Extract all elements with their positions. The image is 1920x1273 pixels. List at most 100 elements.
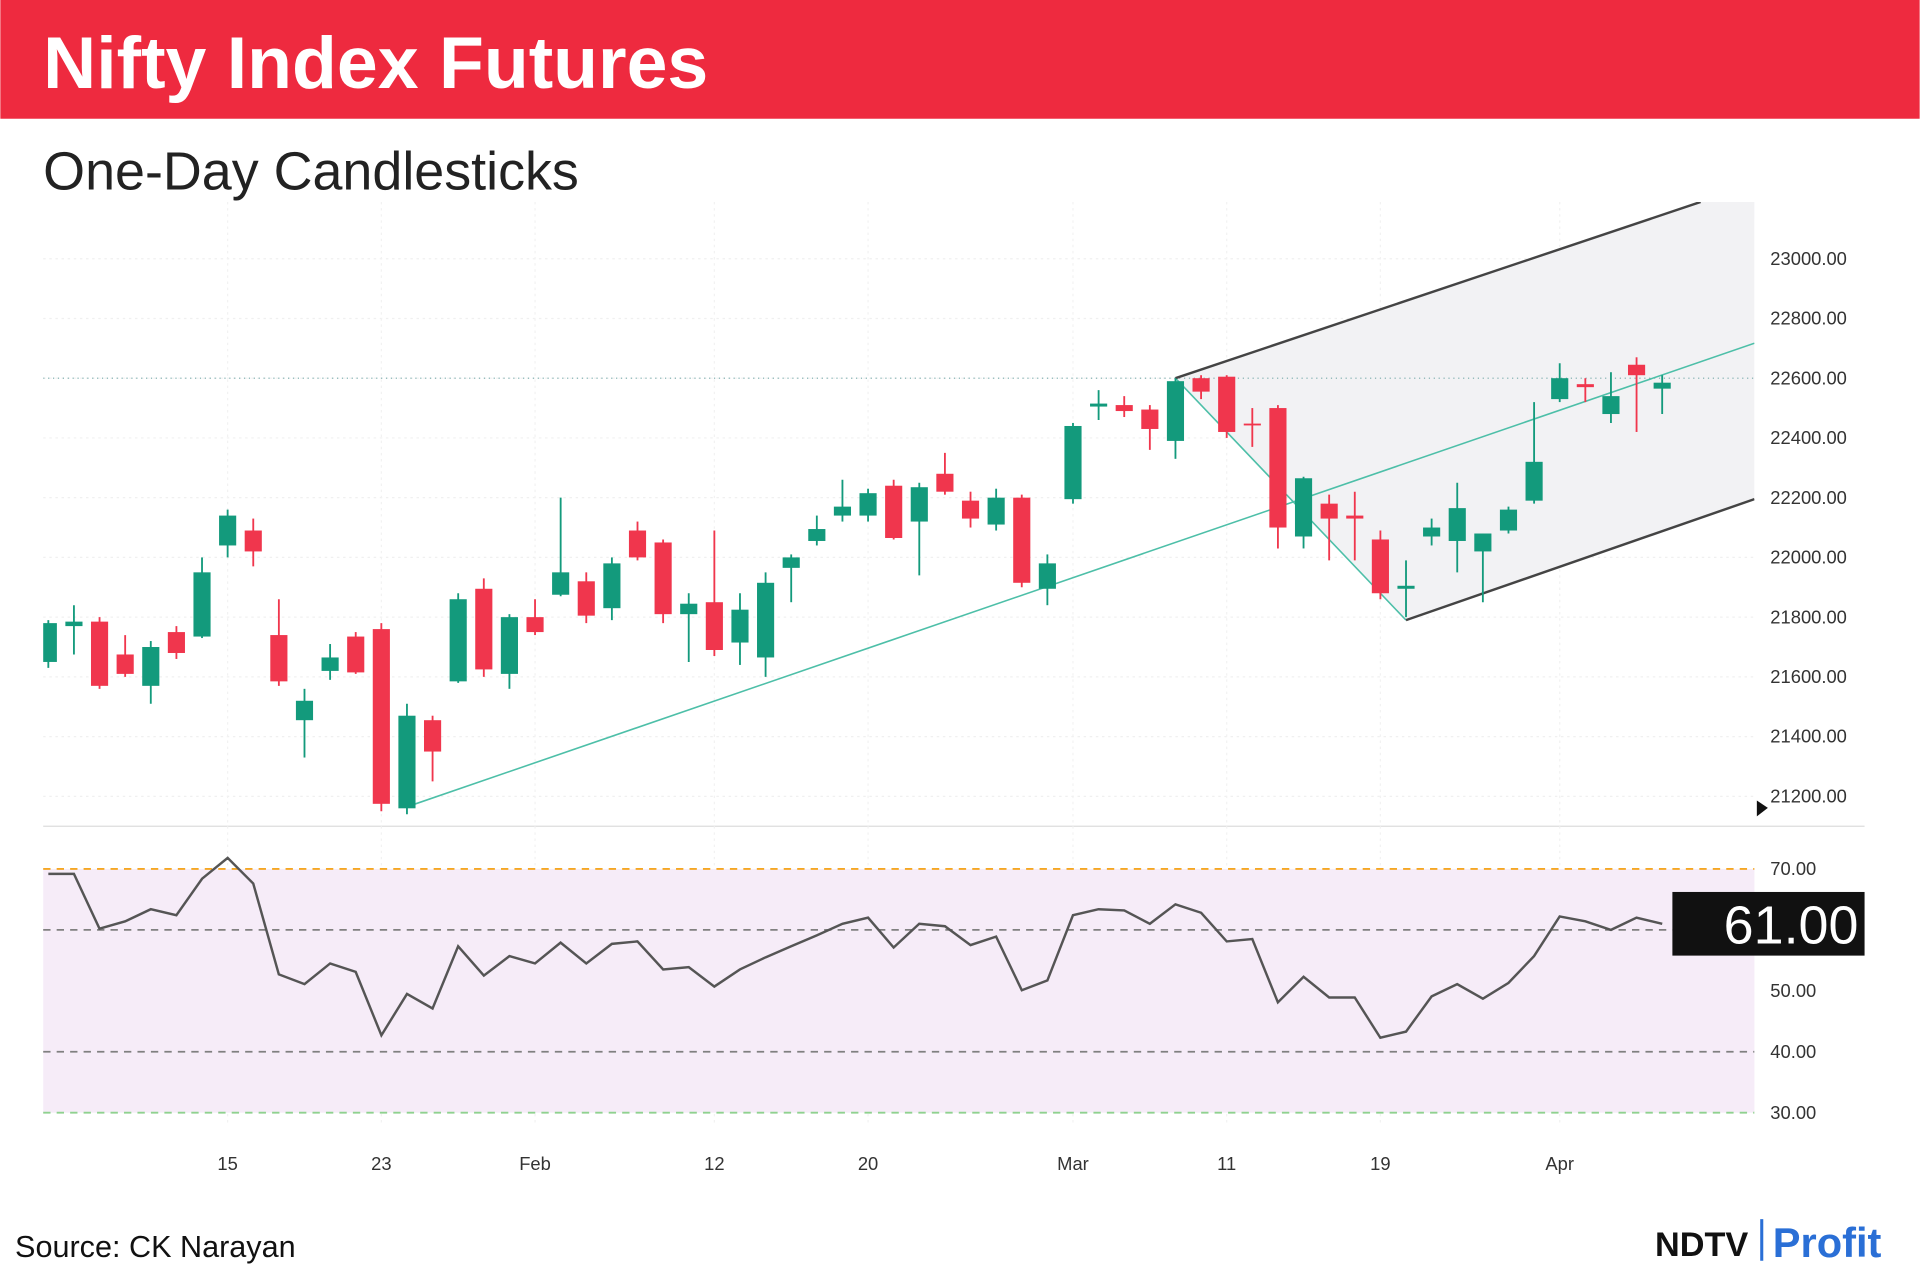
y-tick-label: 21200.00 [1770, 785, 1847, 806]
candle-body [1551, 378, 1569, 400]
x-tick-label: Apr [1545, 1153, 1574, 1174]
candle-body [116, 654, 134, 674]
candle-body [142, 647, 160, 686]
candle-body [885, 485, 903, 538]
value-label-box [1672, 891, 1865, 956]
plot-layer: 21200.00 21400.00 21600.00 21800.00 22000.00… [43, 201, 1865, 1174]
y-tick-label: 50.00 [1770, 980, 1816, 1001]
trend-line [1405, 498, 1755, 622]
candle-body [1064, 425, 1082, 500]
x-tick-label: Mar [1057, 1153, 1089, 1174]
y-tick-label: 23000.00 [1770, 248, 1847, 269]
candle-body [500, 617, 518, 674]
header-band [0, 0, 1920, 119]
candle-body [680, 603, 698, 615]
candle-body [1499, 509, 1518, 531]
candle-body [1038, 563, 1056, 589]
trend-line [406, 342, 1755, 808]
plot-clip [43, 201, 1755, 815]
channel-fill [1175, 201, 1755, 621]
candle-body [1090, 403, 1108, 407]
candle-body [1243, 423, 1261, 426]
x-tick-label: 20 [858, 1153, 878, 1174]
candle-body [90, 621, 109, 686]
candle-body [552, 572, 570, 595]
candle-body [449, 599, 467, 682]
candle-body [1371, 539, 1389, 594]
y-tick-label: 21400.00 [1770, 726, 1847, 747]
candle-body [321, 657, 339, 671]
x-tick-label: 12 [704, 1153, 724, 1174]
source: Source: CK Narayan [15, 1230, 296, 1264]
candle-body [1474, 533, 1492, 552]
candle-body [859, 493, 877, 516]
candle-body [1166, 381, 1185, 441]
candle-body [833, 506, 852, 516]
candle-body [987, 497, 1005, 525]
brand-ndtv: NDTV [1655, 1226, 1748, 1264]
chart-subtitle: One-Day Candlesticks [43, 142, 579, 202]
candle-body [1423, 527, 1441, 537]
chart-title: Nifty Index Futures [43, 22, 708, 104]
candle-body [1115, 405, 1133, 412]
candle-body [372, 629, 390, 804]
candle-body [1525, 461, 1543, 501]
trend-line [1174, 377, 1407, 621]
candle-body [1192, 378, 1210, 392]
candle-body [961, 500, 980, 519]
y-tick-label: 22400.00 [1770, 427, 1847, 448]
candle-body [731, 609, 749, 643]
candle-body [1397, 585, 1415, 589]
candle-body [782, 557, 800, 568]
candle-body [65, 621, 83, 627]
candle-body [757, 582, 775, 658]
brand-profit: Profit [1773, 1219, 1882, 1266]
y-tick-label: 21600.00 [1770, 666, 1847, 687]
candle-body [1627, 364, 1646, 376]
x-tick-label: 19 [1370, 1153, 1390, 1174]
candle-body [219, 515, 237, 546]
trend-line [1175, 201, 1701, 380]
candle-body [1013, 497, 1031, 583]
candle-body [936, 473, 954, 492]
candle-body [193, 572, 211, 637]
candle-body [1602, 396, 1620, 415]
candle-body [475, 588, 493, 670]
candle-body [1141, 409, 1159, 429]
candle-body [705, 602, 723, 650]
candle-body [1320, 503, 1338, 519]
y-tick-label: 70.00 [1770, 858, 1816, 879]
candle-body [1218, 376, 1236, 432]
x-tick-label: 15 [217, 1153, 237, 1174]
candle-body [1294, 478, 1313, 537]
candle-body [654, 542, 672, 615]
candle-body [577, 581, 595, 616]
candle-body [1448, 508, 1466, 541]
y-tick-label: 30.00 [1770, 1102, 1816, 1123]
candle-body [1269, 408, 1287, 528]
rsi-line [48, 856, 1663, 1040]
x-tick-label: 11 [1217, 1153, 1236, 1174]
x-tick-label: 23 [371, 1153, 391, 1174]
candle-body [43, 623, 57, 662]
y-tick-label: 21800.00 [1770, 606, 1847, 627]
candle-body [808, 529, 826, 541]
candle-body [1576, 384, 1594, 388]
price-marker [1756, 800, 1768, 817]
x-tick-label: Feb [519, 1153, 551, 1174]
candle-body [628, 530, 647, 558]
candle-body [398, 715, 416, 809]
candle-body [244, 530, 262, 552]
candle-body [603, 563, 621, 609]
candle-body [167, 632, 185, 653]
candle-body [1346, 515, 1364, 519]
candle-body [347, 636, 365, 673]
candle-body [295, 700, 314, 721]
candle-body [1653, 382, 1671, 389]
candle-body [270, 635, 288, 682]
candle-body [424, 720, 442, 752]
y-tick-label: 22000.00 [1770, 547, 1847, 568]
candle-body [910, 487, 928, 522]
